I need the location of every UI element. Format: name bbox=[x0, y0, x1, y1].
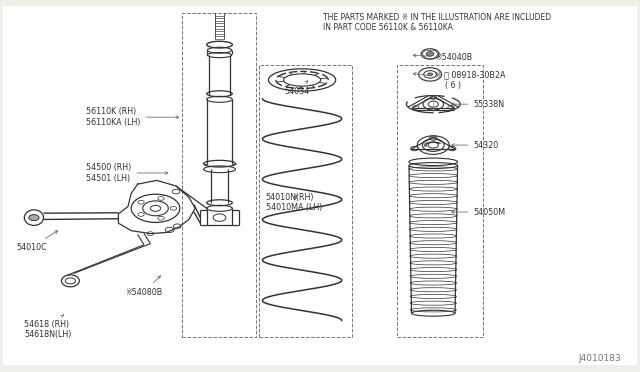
Text: ※54040B: ※54040B bbox=[413, 53, 472, 62]
Text: 55338N: 55338N bbox=[452, 100, 505, 109]
Text: 54618 (RH)
54618N(LH): 54618 (RH) 54618N(LH) bbox=[24, 315, 72, 339]
Text: ※54080B: ※54080B bbox=[125, 276, 162, 296]
Text: THE PARTS MARKED ※ IN THE ILLUSTRATION ARE INCLUDED
IN PART CODE 56110K & 56110K: THE PARTS MARKED ※ IN THE ILLUSTRATION A… bbox=[323, 13, 551, 32]
FancyBboxPatch shape bbox=[3, 6, 637, 365]
Text: 54500 (RH)
54501 (LH): 54500 (RH) 54501 (LH) bbox=[86, 163, 168, 183]
Text: J4010183: J4010183 bbox=[578, 354, 621, 363]
Circle shape bbox=[428, 73, 433, 76]
Text: 54320: 54320 bbox=[452, 141, 499, 150]
Circle shape bbox=[29, 215, 39, 221]
Text: ※ ⓓ 08918-30B2A
    ( 6 ): ※ ⓓ 08918-30B2A ( 6 ) bbox=[413, 70, 506, 90]
Text: 54010C: 54010C bbox=[16, 231, 58, 252]
Circle shape bbox=[426, 52, 434, 56]
Text: 54010N(RH)
54010MA (LH): 54010N(RH) 54010MA (LH) bbox=[266, 193, 322, 212]
Text: 54050M: 54050M bbox=[452, 208, 506, 217]
Text: 54034: 54034 bbox=[285, 81, 310, 96]
Text: 56110K (RH)
56110KA (LH): 56110K (RH) 56110KA (LH) bbox=[86, 108, 179, 127]
